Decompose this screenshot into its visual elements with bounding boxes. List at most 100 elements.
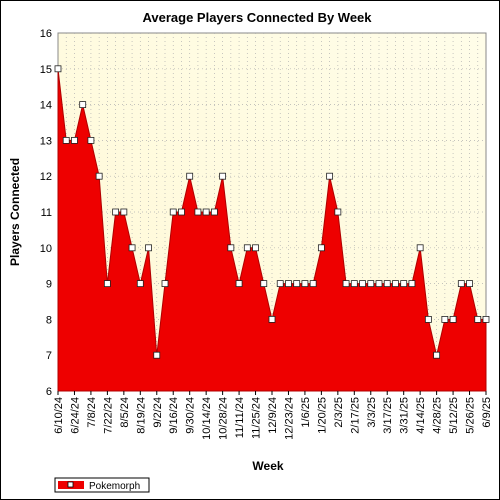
y-tick-label: 6 — [46, 386, 52, 398]
data-point — [202, 208, 210, 216]
data-point — [71, 136, 78, 144]
data-point — [235, 280, 243, 288]
series-area — [57, 68, 487, 392]
y-tick-label: 16 — [40, 28, 52, 40]
data-point — [169, 208, 177, 216]
data-point — [161, 280, 169, 288]
data-point — [54, 65, 62, 73]
data-point — [317, 244, 325, 252]
x-tick-label: 5/12/25 — [448, 397, 460, 434]
x-tick-label: 8/5/24 — [119, 397, 131, 428]
data-point — [334, 208, 342, 216]
x-tick-label: 1/20/25 — [316, 397, 328, 434]
y-tick-label: 13 — [40, 135, 52, 147]
x-tick-label: 9/16/24 — [168, 397, 180, 434]
data-point — [367, 280, 375, 288]
data-point — [227, 244, 235, 252]
x-tick-label: 1/6/25 — [300, 397, 312, 428]
data-point — [276, 280, 284, 288]
data-point — [359, 280, 366, 288]
data-point — [120, 208, 128, 216]
data-point — [128, 244, 136, 252]
data-point — [285, 280, 292, 288]
x-tick-label: 2/3/25 — [333, 397, 345, 428]
data-area — [57, 68, 487, 392]
data-point — [457, 280, 465, 288]
y-tick-label: 11 — [41, 207, 52, 219]
data-point — [392, 280, 399, 288]
data-point — [210, 208, 218, 216]
data-point — [62, 136, 70, 144]
x-axis-title: Week — [252, 459, 283, 473]
x-tick-label: 10/14/24 — [201, 397, 213, 440]
data-point — [103, 280, 111, 288]
y-tick-label: 7 — [46, 350, 52, 362]
data-point — [400, 280, 408, 288]
x-tick-label: 6/9/25 — [481, 397, 493, 428]
data-point — [482, 315, 490, 323]
data-point — [474, 315, 482, 323]
data-point — [301, 280, 309, 288]
data-point — [243, 244, 251, 252]
x-tick-label: 3/3/25 — [366, 397, 378, 428]
data-point — [136, 280, 144, 288]
data-point — [186, 172, 194, 180]
data-point — [441, 315, 449, 323]
legend-label: Pokemorph — [89, 481, 140, 492]
legend: Pokemorph — [54, 477, 150, 493]
data-point — [342, 280, 350, 288]
data-point — [252, 244, 259, 252]
x-tick-label: 9/2/24 — [152, 397, 164, 428]
data-point — [408, 280, 416, 288]
x-tick-label: 12/9/24 — [267, 397, 279, 434]
chart-title: Average Players Connected By Week — [142, 10, 372, 25]
x-tick-label: 11/11/24 — [234, 397, 246, 438]
data-point — [433, 351, 441, 359]
data-point — [449, 315, 457, 323]
data-point — [87, 136, 95, 144]
data-point — [375, 280, 383, 288]
legend-marker — [67, 481, 74, 488]
x-tick-label: 5/26/25 — [465, 397, 477, 434]
x-tick-label: 7/22/24 — [102, 397, 114, 434]
data-point — [194, 208, 202, 216]
y-axis-title: Players Connected — [8, 158, 22, 266]
x-tick-label: 12/23/24 — [283, 397, 295, 440]
data-point — [293, 280, 301, 288]
data-point — [326, 172, 334, 180]
y-tick-label: 10 — [40, 243, 52, 255]
x-tick-label: 7/8/24 — [86, 397, 98, 428]
x-tick-label: 3/17/25 — [382, 397, 394, 434]
x-tick-label: 6/10/24 — [53, 397, 65, 434]
data-point — [95, 172, 103, 180]
x-tick-label: 9/30/24 — [185, 397, 197, 434]
data-point — [153, 351, 161, 359]
data-point — [383, 280, 391, 288]
x-tick-label: 4/14/25 — [415, 397, 427, 434]
data-point — [309, 280, 317, 288]
data-point — [260, 280, 268, 288]
y-tick-label: 9 — [46, 279, 52, 291]
data-markers — [54, 65, 490, 359]
data-point — [350, 280, 358, 288]
data-point — [145, 244, 152, 252]
x-axis: 6/10/24 6/24/24 7/8/24 7/22/24 8/5/24 8/19/24… — [53, 391, 493, 440]
y-tick-label: 15 — [40, 64, 52, 76]
x-tick-label: 3/31/25 — [399, 397, 411, 434]
data-point — [178, 208, 185, 216]
data-point — [268, 315, 276, 323]
data-point — [219, 172, 227, 180]
y-tick-label: 8 — [46, 314, 52, 326]
data-point — [424, 315, 432, 323]
data-point — [79, 101, 87, 108]
data-point — [112, 208, 120, 216]
data-point — [416, 244, 424, 252]
x-tick-label: 8/19/24 — [135, 397, 147, 434]
y-axis: 6 7 8 9 10 11 12 13 14 15 16 — [40, 28, 52, 398]
y-tick-label: 12 — [40, 171, 52, 183]
x-tick-label: 6/24/24 — [69, 397, 81, 434]
x-tick-label: 2/17/25 — [349, 397, 361, 434]
x-tick-label: 11/25/24 — [251, 397, 263, 439]
data-point — [466, 280, 473, 288]
